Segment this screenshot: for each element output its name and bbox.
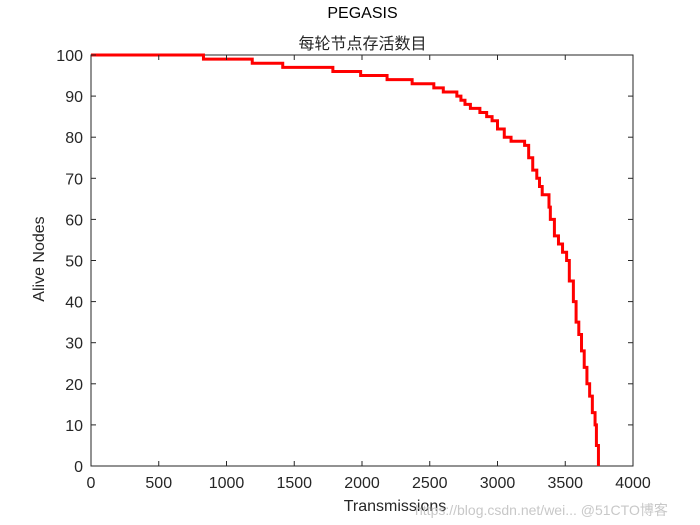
- tick-label: 60: [65, 212, 83, 229]
- tick-label: 50: [65, 254, 83, 271]
- tick-label: 1000: [209, 475, 245, 492]
- y-axis-label: Alive Nodes: [31, 216, 48, 302]
- tick-label: 90: [65, 89, 83, 106]
- tick-label: 2000: [344, 475, 380, 492]
- tick-label: 0: [87, 475, 96, 492]
- tick-label: 1500: [276, 475, 312, 492]
- x-axis-label: Transmissions: [343, 498, 447, 515]
- tick-label: 2500: [412, 475, 448, 492]
- tick-label: 3500: [547, 475, 583, 492]
- tick-label: 20: [65, 377, 83, 394]
- watermark: https://blog.csdn.net/wei... @51CTO博客: [415, 502, 668, 518]
- tick-label: 70: [65, 171, 83, 188]
- axis-ticks: 0 500 1000 1500 2000 2500 3000 3500 4000 0 10 20 30 4…: [56, 48, 651, 492]
- tick-label: 100: [56, 48, 83, 65]
- plot-axes: [90, 54, 634, 467]
- tick-label: 30: [65, 336, 83, 353]
- tick-label: 80: [65, 130, 83, 147]
- tick-label: 10: [65, 418, 83, 435]
- tick-label: 4000: [615, 475, 651, 492]
- tick-label: 40: [65, 295, 83, 312]
- tick-label: 0: [74, 459, 83, 476]
- alive-nodes-line: [91, 53, 600, 466]
- chart-subtitle: 每轮节点存活数目: [298, 34, 427, 53]
- tick-label: 3000: [480, 475, 516, 492]
- chart-title: PEGASIS: [327, 5, 398, 22]
- tick-label: 500: [145, 475, 172, 492]
